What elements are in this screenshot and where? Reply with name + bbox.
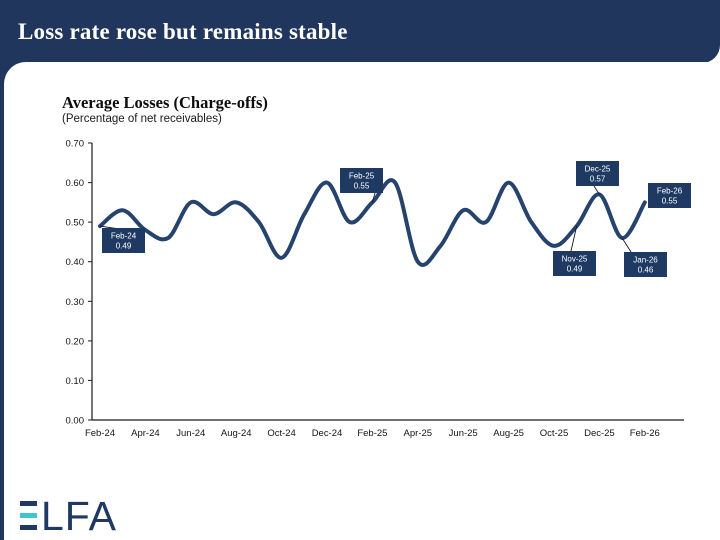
x-tick-label: Aug-25 xyxy=(493,428,524,439)
x-tick-label: Feb-25 xyxy=(357,428,387,439)
x-tick-label: Oct-24 xyxy=(267,428,296,439)
elfa-logo-text: LFA xyxy=(41,493,117,539)
elfa-logo-e xyxy=(20,501,37,530)
data-label-box xyxy=(648,183,691,208)
y-tick-label: 0.30 xyxy=(66,297,85,308)
data-label-box xyxy=(340,168,383,193)
x-tick-label: Apr-25 xyxy=(404,428,433,439)
data-label-month: Feb-25 xyxy=(349,172,375,181)
content-card: Average Losses (Charge-offs) (Percentage… xyxy=(4,62,720,540)
data-label-box xyxy=(102,228,145,253)
data-label-value: 0.49 xyxy=(116,242,132,251)
chart-subtitle: (Percentage of net receivables) xyxy=(62,113,222,125)
y-tick-label: 0.50 xyxy=(66,218,85,229)
data-label-value: 0.55 xyxy=(662,197,678,206)
data-label-box xyxy=(553,251,596,276)
logo-e-bottom-bar xyxy=(20,525,37,530)
data-label-value: 0.49 xyxy=(567,265,583,274)
data-label-month: Feb-26 xyxy=(657,187,683,196)
x-tick-label: Feb-26 xyxy=(630,428,660,439)
x-tick-label: Oct-25 xyxy=(540,428,569,439)
chart-title: Average Losses (Charge-offs) xyxy=(62,93,268,112)
header-bar: Loss rate rose but remains stable xyxy=(0,0,720,63)
x-tick-label: Jun-25 xyxy=(449,428,478,439)
x-tick-label: Dec-24 xyxy=(312,428,343,439)
callout-leader xyxy=(621,237,632,253)
slide-title: Loss rate rose but remains stable xyxy=(18,18,348,44)
data-label-value: 0.55 xyxy=(354,182,370,191)
y-tick-label: 0.00 xyxy=(66,416,85,427)
x-tick-label: Apr-24 xyxy=(131,428,160,439)
data-label-value: 0.57 xyxy=(590,175,606,184)
data-label-month: Feb-24 xyxy=(111,232,137,241)
x-tick-label: Dec-25 xyxy=(584,428,615,439)
logo-e-middle-bar xyxy=(20,513,37,518)
y-tick-label: 0.40 xyxy=(66,257,85,268)
callout-leader xyxy=(371,192,376,203)
callout-leader xyxy=(593,185,600,195)
x-tick-label: Aug-24 xyxy=(221,428,252,439)
x-tick-label: Jun-24 xyxy=(176,428,205,439)
left-accent-strip xyxy=(0,0,4,540)
logo-e-top-bar xyxy=(20,501,37,506)
y-tick-label: 0.20 xyxy=(66,336,85,347)
y-tick-label: 0.60 xyxy=(66,178,85,189)
callout-leader xyxy=(570,225,578,252)
x-tick-label: Feb-24 xyxy=(85,428,115,439)
data-label-box xyxy=(624,252,667,277)
data-label-month: Dec-25 xyxy=(585,165,611,174)
y-tick-label: 0.70 xyxy=(66,139,85,150)
data-label-month: Nov-25 xyxy=(562,255,588,264)
data-label-month: Jan-26 xyxy=(633,256,658,265)
data-label-box xyxy=(576,161,619,186)
elfa-logo: LFA xyxy=(20,493,117,539)
y-tick-label: 0.10 xyxy=(66,376,85,387)
data-label-value: 0.46 xyxy=(638,266,654,275)
